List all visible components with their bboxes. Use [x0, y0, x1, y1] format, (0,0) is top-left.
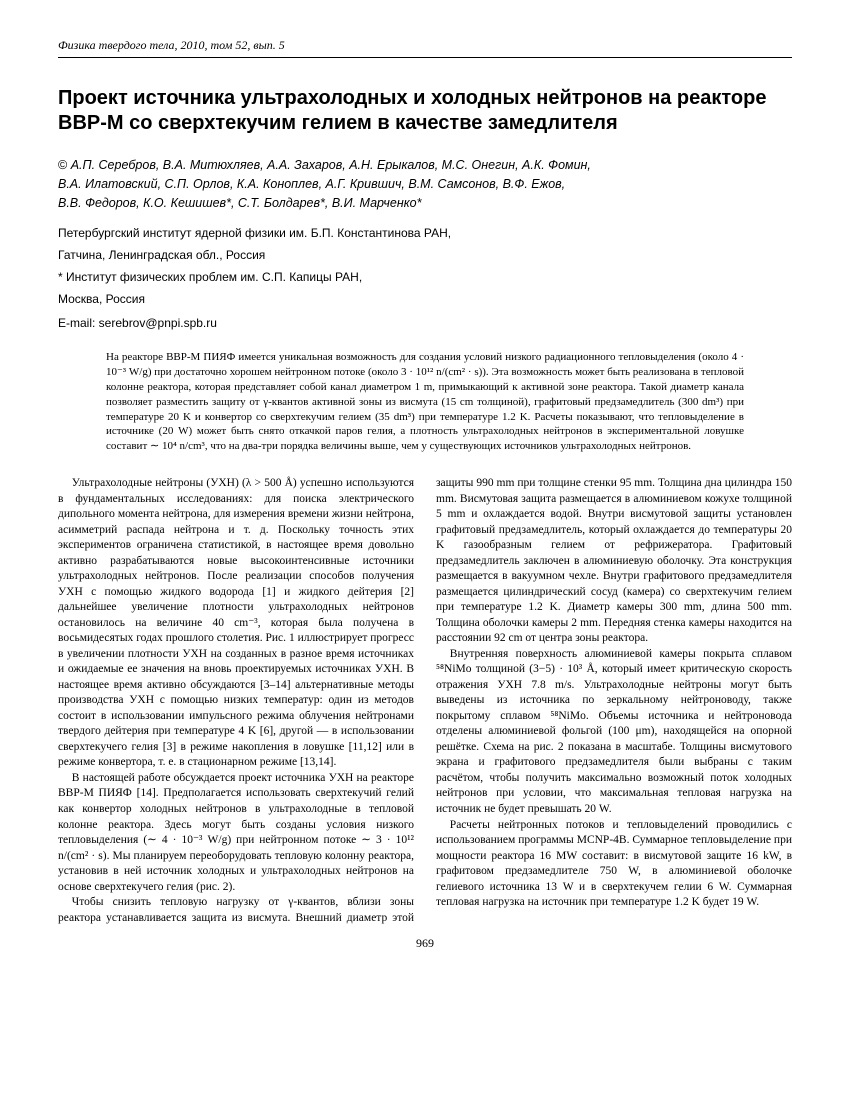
email-line: E-mail: serebrov@pnpi.spb.ru: [58, 316, 792, 330]
email-value: serebrov@pnpi.spb.ru: [99, 316, 217, 330]
article-title: Проект источника ультрахолодных и холодн…: [58, 86, 792, 136]
authors-block: © А.П. Серебров, В.А. Митюхляев, А.А. За…: [58, 156, 792, 212]
body-para-1: Ультрахолодные нейтроны (УХН) (λ > 500 Å…: [58, 476, 414, 771]
running-head: Физика твердого тела, 2010, том 52, вып.…: [58, 38, 792, 58]
body-para-5: Расчеты нейтронных потоков и тепловыделе…: [436, 818, 792, 911]
authors-line-1: А.П. Серебров, В.А. Митюхляев, А.А. Заха…: [71, 158, 591, 172]
affiliation-1: Петербургский институт ядерной физики им…: [58, 224, 792, 242]
page-number: 969: [58, 936, 792, 951]
email-label: E-mail:: [58, 316, 99, 330]
affiliation-1b: Гатчина, Ленинградская обл., Россия: [58, 246, 792, 264]
page: Физика твердого тела, 2010, том 52, вып.…: [0, 0, 850, 1100]
abstract: На реакторе ВВР-М ПИЯФ имеется уникальна…: [58, 350, 792, 454]
body-para-2: В настоящей работе обсуждается проект ис…: [58, 771, 414, 895]
copyright-symbol: ©: [58, 158, 67, 172]
authors-line-3: В.В. Федоров, К.О. Кешишев*, С.Т. Болдар…: [58, 196, 421, 210]
authors-line-2: В.А. Илатовский, С.П. Орлов, К.А. Конопл…: [58, 177, 565, 191]
body-columns: Ультрахолодные нейтроны (УХН) (λ > 500 Å…: [58, 476, 792, 926]
body-para-4: Внутренняя поверхность алюминиевой камер…: [436, 647, 792, 818]
affiliation-2: * Институт физических проблем им. С.П. К…: [58, 268, 792, 286]
affiliation-2b: Москва, Россия: [58, 290, 792, 308]
